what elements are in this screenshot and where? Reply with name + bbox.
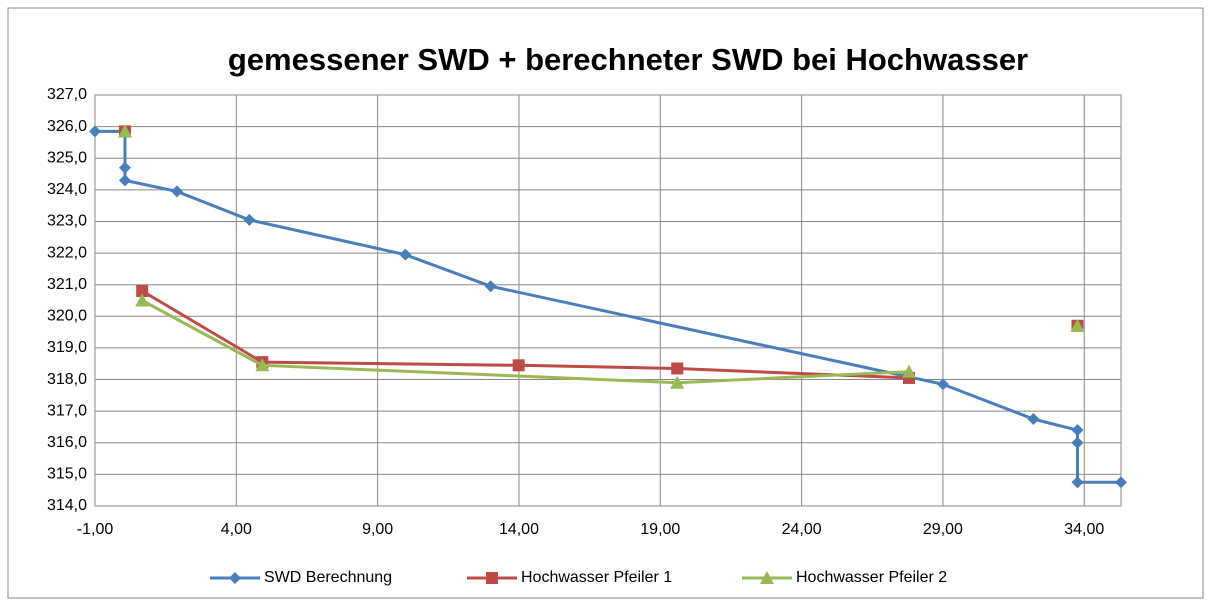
- y-tick-label: 320,0: [47, 308, 87, 325]
- marker: [936, 378, 949, 391]
- marker: [255, 358, 270, 372]
- chart-title: gemessener SWD + berechneter SWD bei Hoc…: [228, 42, 1028, 77]
- marker: [760, 571, 774, 584]
- y-tick-label: 325,0: [47, 149, 87, 166]
- x-tick-label: 24,00: [782, 521, 822, 538]
- x-tick-label: -1,00: [77, 521, 114, 538]
- y-tick-label: 318,0: [47, 371, 87, 388]
- marker: [170, 185, 183, 198]
- x-tick-label: 9,00: [362, 521, 393, 538]
- marker: [1027, 413, 1040, 426]
- marker: [1070, 318, 1085, 332]
- marker: [902, 364, 917, 378]
- marker: [118, 161, 131, 174]
- y-tick-label: 327,0: [47, 86, 87, 103]
- marker: [229, 572, 241, 584]
- y-tick-label: 314,0: [47, 497, 87, 514]
- marker: [1071, 424, 1084, 437]
- plot-area: [94, 94, 1122, 507]
- marker: [135, 293, 150, 307]
- marker: [1071, 436, 1084, 449]
- marker: [671, 362, 684, 375]
- y-tick-label: 315,0: [47, 466, 87, 483]
- marker: [1071, 476, 1084, 489]
- marker: [399, 248, 412, 261]
- x-tick-label: 14,00: [499, 521, 539, 538]
- marker: [484, 280, 497, 293]
- marker: [136, 285, 149, 298]
- legend-label: SWD Berechnung: [264, 569, 392, 586]
- y-tick-label: 323,0: [47, 213, 87, 230]
- marker: [670, 375, 685, 389]
- marker: [1115, 476, 1127, 489]
- marker: [486, 572, 498, 584]
- legend-label: Hochwasser Pfeiler 2: [796, 569, 947, 586]
- y-tick-label: 321,0: [47, 276, 87, 293]
- x-tick-label: 29,00: [923, 521, 963, 538]
- legend-label: Hochwasser Pfeiler 1: [521, 569, 672, 586]
- x-tick-label: 34,00: [1064, 521, 1104, 538]
- y-tick-label: 322,0: [47, 244, 87, 261]
- marker: [89, 125, 101, 138]
- marker: [117, 124, 132, 138]
- y-tick-label: 319,0: [47, 339, 87, 356]
- x-tick-label: 4,00: [221, 521, 252, 538]
- y-tick-label: 326,0: [47, 118, 87, 135]
- marker: [118, 174, 131, 187]
- y-tick-label: 317,0: [47, 402, 87, 419]
- y-tick-label: 324,0: [47, 181, 87, 198]
- marker: [243, 213, 256, 226]
- marker: [512, 359, 525, 372]
- y-tick-label: 316,0: [47, 434, 87, 451]
- x-tick-label: 19,00: [640, 521, 680, 538]
